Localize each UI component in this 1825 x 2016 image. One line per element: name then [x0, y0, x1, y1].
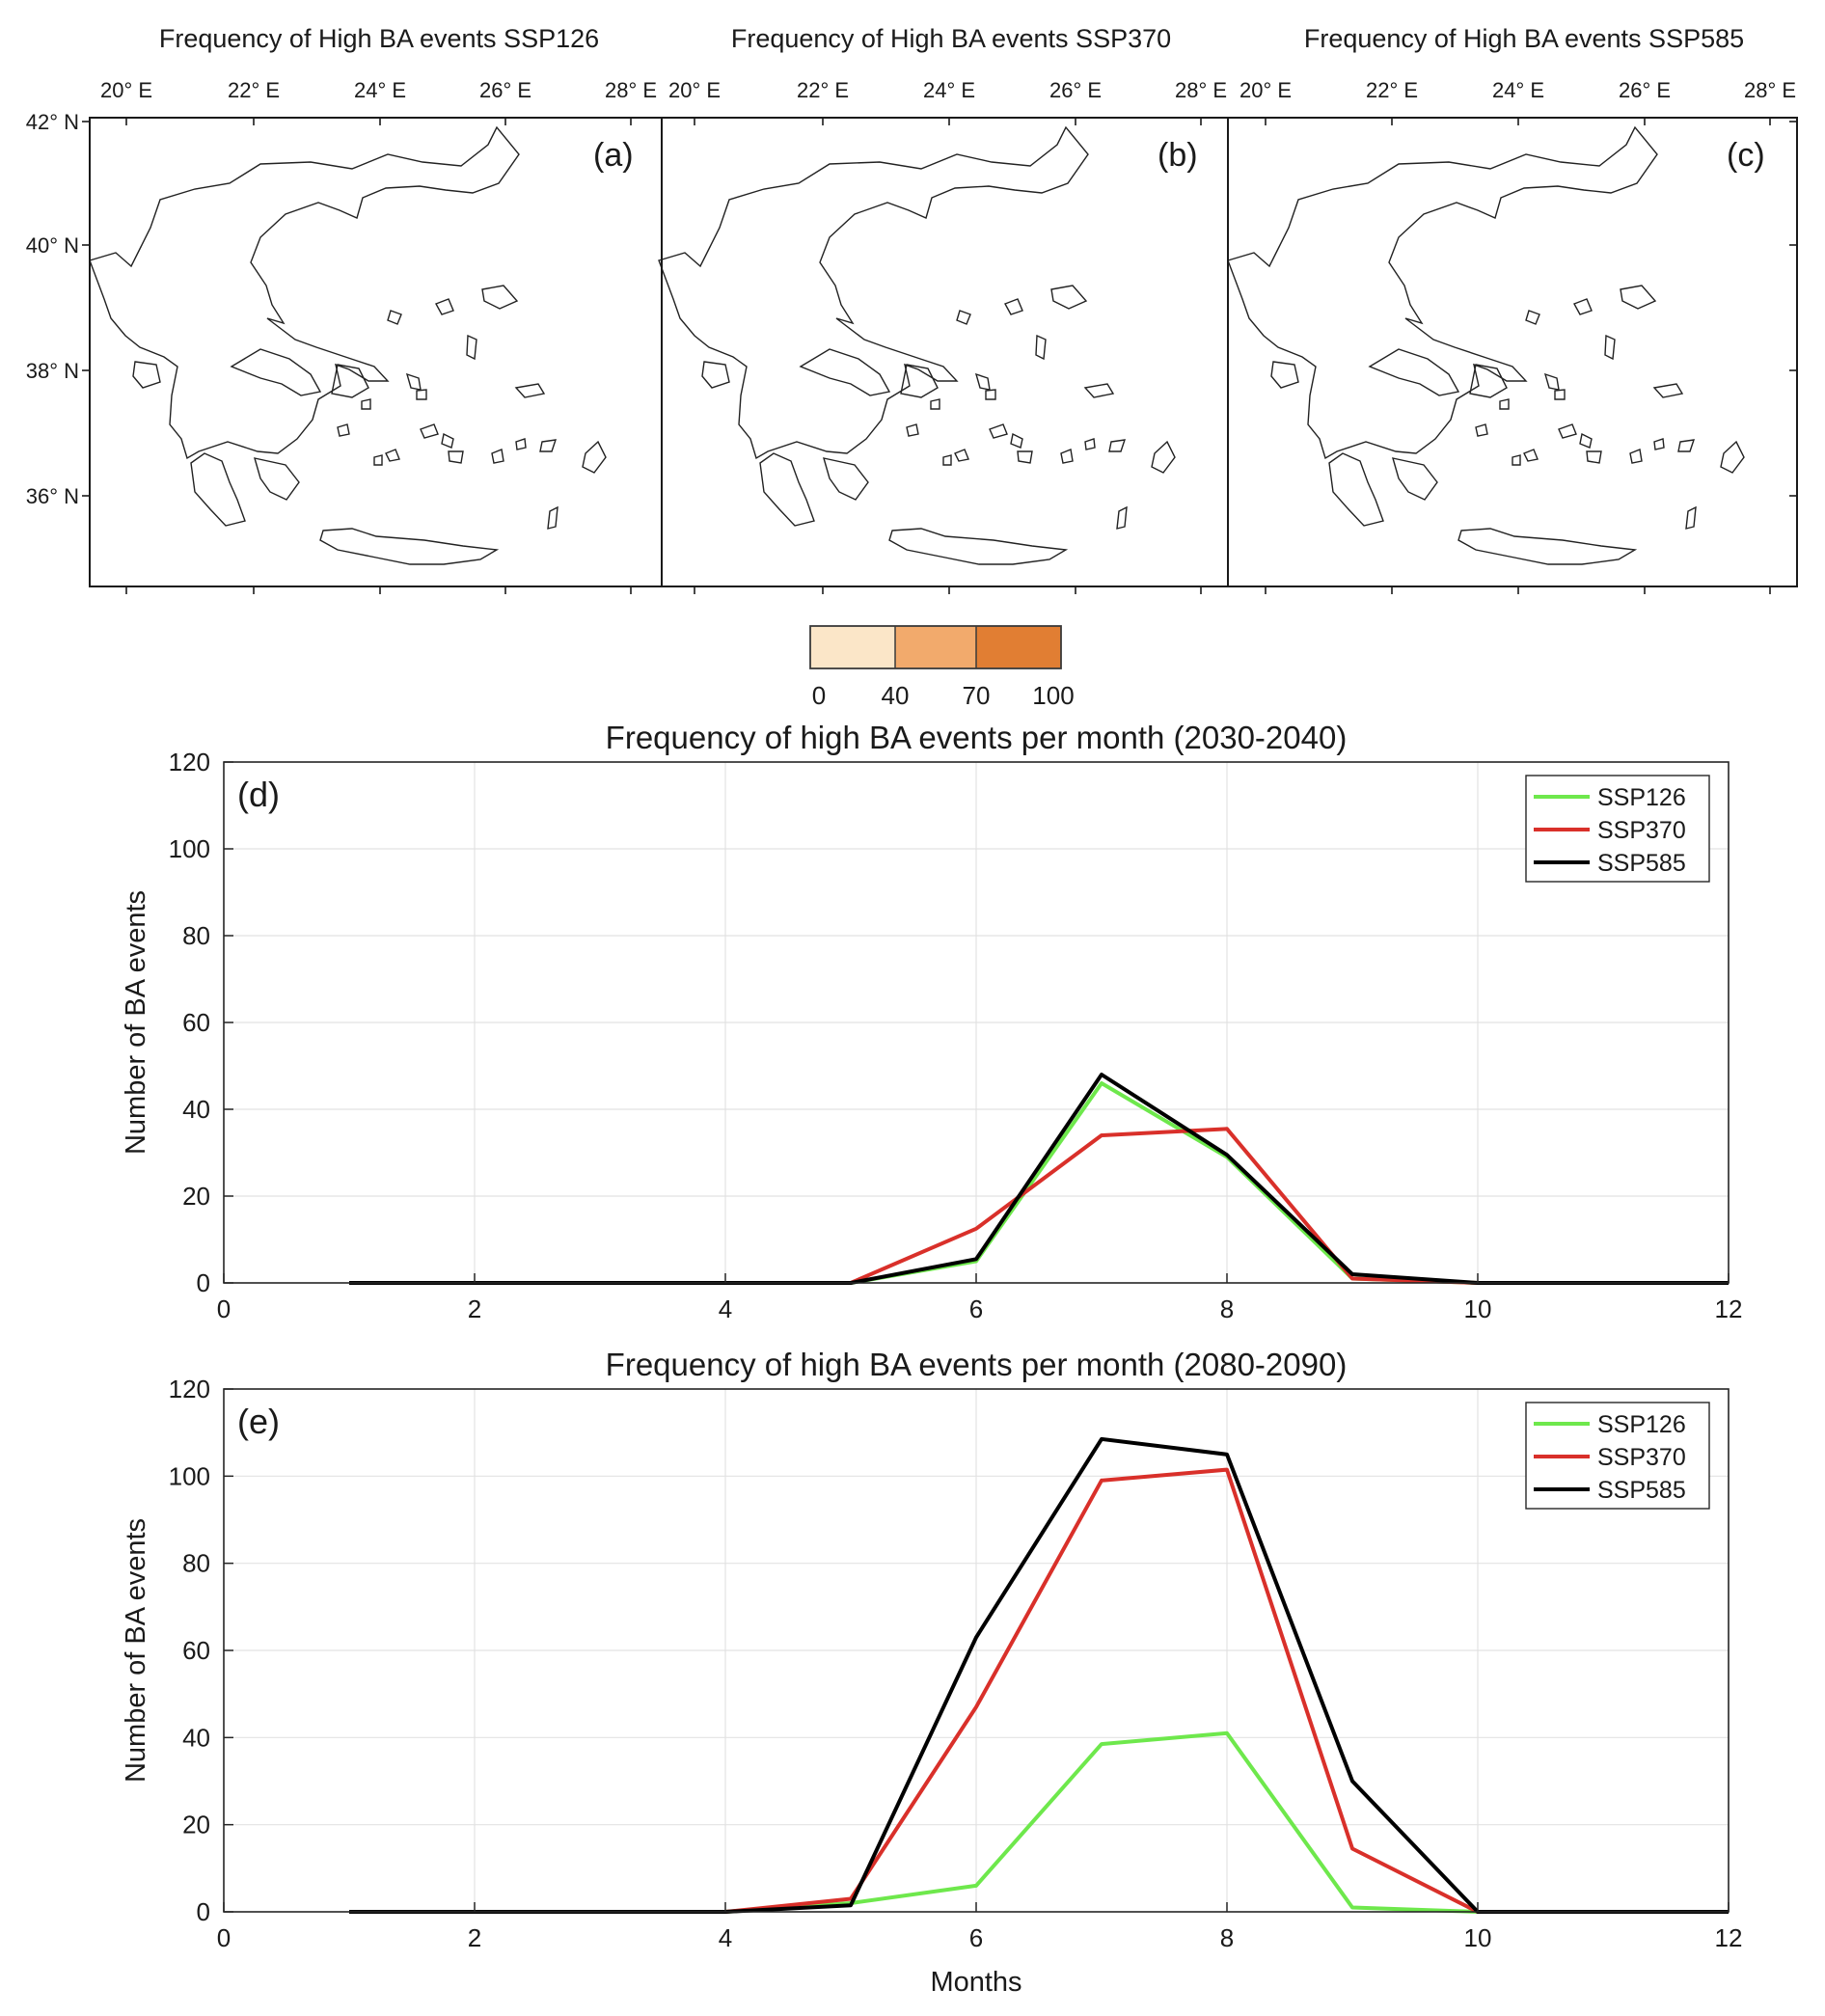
x-tick-label: 0	[217, 1294, 231, 1323]
legend-label: SSP126	[1597, 1411, 1686, 1438]
map-panels: Frequency of High BA events SSP126 (a) F…	[26, 24, 1798, 594]
y-axis-label: Number of BA events	[121, 890, 151, 1155]
y-tick-label: 60	[182, 1008, 210, 1037]
lon-labels-b: 20° E 22° E 24° E 26° E 28° E	[668, 78, 1227, 102]
legend-label: SSP126	[1597, 784, 1686, 811]
y-tick-label: 40	[182, 1095, 210, 1124]
x-tick-label: 12	[1715, 1294, 1743, 1323]
colorbar-tick-label: 100	[1032, 681, 1074, 710]
colorbar-tick-label: 40	[882, 681, 910, 710]
panel-letter: (c)	[1727, 137, 1765, 174]
colorbar-segment	[810, 626, 895, 668]
colorbar: 0 40 70 100	[809, 625, 1075, 710]
lon-tick-label: 28° E	[1175, 78, 1227, 102]
lon-tick-label: 26° E	[479, 78, 531, 102]
legend-label: SSP370	[1597, 1444, 1686, 1471]
map-frame-c	[1227, 117, 1798, 587]
x-tick-label: 6	[969, 1923, 983, 1952]
map-title: Frequency of High BA events SSP585	[1304, 24, 1744, 53]
lon-tick-label: 26° E	[1619, 78, 1671, 102]
lon-tick-label: 22° E	[228, 78, 280, 102]
lon-tick-label: 28° E	[1744, 78, 1796, 102]
y-tick-label: 0	[197, 1268, 210, 1297]
map-panel-c: Frequency of High BA events SSP585 (c)	[1227, 24, 1765, 565]
lon-tick-label: 20° E	[1239, 78, 1292, 102]
lon-tick-label: 24° E	[354, 78, 406, 102]
y-tick-label: 60	[182, 1636, 210, 1665]
lon-tick-label: 22° E	[1366, 78, 1418, 102]
x-tick-label: 2	[468, 1294, 481, 1323]
legend: SSP126 SSP370 SSP585	[1525, 775, 1710, 883]
lat-tick-label: 42° N	[26, 110, 79, 134]
x-tick-label: 4	[719, 1294, 732, 1323]
y-tick-label: 20	[182, 1182, 210, 1211]
panel-letter: (e)	[237, 1402, 280, 1441]
map-panel-b: Frequency of High BA events SSP370 (b)	[658, 24, 1198, 565]
lon-tick-label: 24° E	[1492, 78, 1544, 102]
colorbar-tick-label: 0	[812, 681, 826, 710]
x-tick-label: 12	[1715, 1923, 1743, 1952]
lon-tick-label: 26° E	[1049, 78, 1102, 102]
y-tick-label: 0	[197, 1897, 210, 1926]
x-tick-label: 8	[1220, 1294, 1234, 1323]
legend-label: SSP585	[1597, 1477, 1686, 1504]
legend-label: SSP585	[1597, 850, 1686, 877]
colorbar-segment	[895, 626, 976, 668]
map-title: Frequency of High BA events SSP370	[731, 24, 1171, 53]
lon-tick-label: 20° E	[100, 78, 152, 102]
lat-labels: 42° N 40° N 38° N 36° N	[26, 110, 79, 508]
x-tick-label: 2	[468, 1923, 481, 1952]
lon-labels-c: 20° E 22° E 24° E 26° E 28° E	[1239, 78, 1796, 102]
lon-tick-label: 24° E	[923, 78, 975, 102]
map-title: Frequency of High BA events SSP126	[159, 24, 599, 53]
map-panel-a: Frequency of High BA events SSP126 (a)	[89, 24, 634, 565]
y-tick-label: 120	[169, 1375, 210, 1403]
y-tick-label: 100	[169, 1461, 210, 1490]
panel-letter: (b)	[1158, 137, 1198, 174]
x-tick-label: 8	[1220, 1923, 1234, 1952]
colorbar-tick-label: 70	[963, 681, 991, 710]
y-tick-label: 40	[182, 1723, 210, 1752]
lat-tick-label: 36° N	[26, 484, 79, 508]
colorbar-frame	[809, 625, 1062, 669]
lon-tick-label: 22° E	[797, 78, 849, 102]
panel-letter: (d)	[237, 775, 280, 814]
x-tick-label: 6	[969, 1294, 983, 1323]
x-axis-label: Months	[930, 1967, 1021, 1998]
map-frame-b	[661, 117, 1229, 587]
chart-title: Frequency of high BA events per month (2…	[606, 720, 1348, 755]
y-tick-label: 100	[169, 834, 210, 863]
y-axis-label: Number of BA events	[121, 1518, 151, 1783]
x-tick-label: 4	[719, 1923, 732, 1952]
panel-letter: (a)	[593, 137, 634, 174]
lat-tick-label: 38° N	[26, 359, 79, 383]
x-tick-label: 10	[1464, 1294, 1492, 1323]
y-tick-label: 80	[182, 1549, 210, 1578]
lon-labels-a: 20° E 22° E 24° E 26° E 28° E	[100, 78, 657, 102]
chart-title: Frequency of high BA events per month (2…	[606, 1347, 1348, 1382]
legend-label: SSP370	[1597, 817, 1686, 844]
y-tick-label: 80	[182, 921, 210, 950]
x-tick-label: 10	[1464, 1923, 1492, 1952]
colorbar-segment	[976, 626, 1061, 668]
y-tick-label: 20	[182, 1811, 210, 1839]
lon-tick-label: 28° E	[605, 78, 657, 102]
map-ticks	[82, 118, 1797, 594]
lat-tick-label: 40° N	[26, 233, 79, 258]
legend: SSP126 SSP370 SSP585	[1525, 1402, 1710, 1510]
x-tick-label: 0	[217, 1923, 231, 1952]
y-tick-label: 120	[169, 748, 210, 776]
map-frame-a	[89, 117, 663, 587]
lon-tick-label: 20° E	[668, 78, 721, 102]
